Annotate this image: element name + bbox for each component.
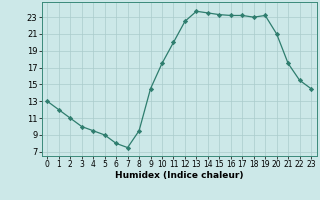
X-axis label: Humidex (Indice chaleur): Humidex (Indice chaleur) — [115, 171, 244, 180]
